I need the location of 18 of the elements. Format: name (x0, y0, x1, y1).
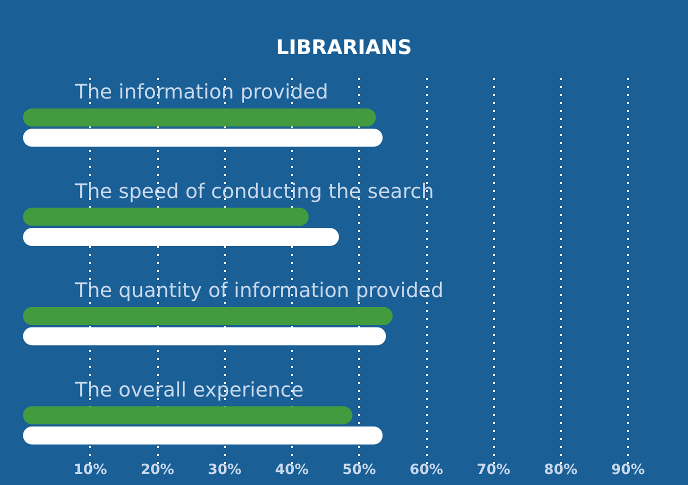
chart-title: LIBRARIANS (276, 35, 412, 59)
bar (23, 208, 309, 226)
x-tick-label: 60% (410, 462, 444, 478)
y-tick-label: The quantity of information provided (74, 278, 444, 302)
bar (23, 406, 352, 424)
x-tick-label: 90% (611, 462, 645, 478)
y-tick-label: The information provided (74, 80, 328, 104)
x-tick-label: 30% (208, 462, 242, 478)
x-tick-label: 10% (73, 462, 107, 478)
y-tick-label: The overall experience (74, 377, 304, 402)
bar (23, 307, 393, 326)
x-tick-label: 50% (342, 462, 376, 478)
y-tick-label: The speed of conducting the search (74, 178, 434, 203)
x-tick-label: 20% (140, 462, 174, 478)
x-tick-label: 70% (476, 462, 510, 478)
bar (23, 108, 376, 127)
x-tick-label: 40% (275, 462, 309, 478)
x-tick-label: 80% (544, 462, 578, 478)
